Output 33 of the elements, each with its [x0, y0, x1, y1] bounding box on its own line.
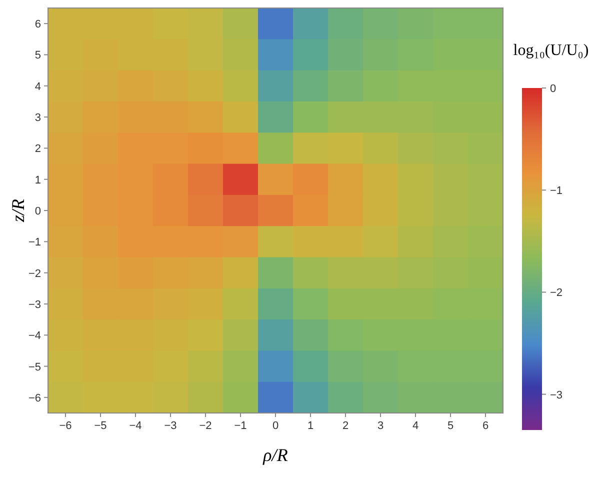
x-tick-label: −2: [199, 420, 212, 432]
x-axis-title: ρ/R: [262, 445, 288, 465]
y-tick-label: 5: [34, 50, 41, 62]
x-tick-label: 5: [447, 420, 454, 432]
x-tick-label: 3: [377, 420, 384, 432]
color-bar-label: 0: [550, 83, 556, 95]
color-bar-title: log₁₀(U/U₀): [513, 42, 589, 59]
y-axis-title: z/R: [8, 198, 28, 224]
y-tick-label: −1: [28, 236, 41, 249]
y-tick-label: 3: [34, 112, 41, 124]
x-tick-label: 4: [412, 420, 419, 432]
y-tick-label: 2: [34, 143, 41, 156]
y-tick-label: −6: [28, 392, 41, 404]
x-tick-label: 1: [307, 420, 314, 432]
y-tick-label: 1: [34, 174, 41, 186]
x-tick-label: 2: [342, 420, 349, 432]
color-bar-label: −2: [550, 287, 563, 300]
y-tick-label: −4: [28, 330, 41, 342]
x-tick-label: −3: [164, 420, 177, 432]
y-tick-label: 4: [34, 80, 41, 93]
y-tick-label: −2: [28, 268, 41, 280]
x-tick-label: −4: [129, 420, 142, 432]
y-tick-label: −3: [28, 298, 41, 311]
y-tick-label: 6: [34, 18, 41, 31]
y-tick-label: −5: [28, 361, 41, 374]
x-tick-label: 0: [272, 420, 279, 432]
x-tick-label: −6: [59, 420, 72, 432]
color-bar-label: −1: [550, 185, 563, 198]
x-tick-label: −5: [94, 420, 107, 432]
color-bar-label: −3: [550, 389, 563, 402]
y-tick-label: 0: [34, 206, 41, 218]
x-tick-label: 6: [482, 420, 489, 432]
x-tick-label: −1: [234, 420, 247, 432]
